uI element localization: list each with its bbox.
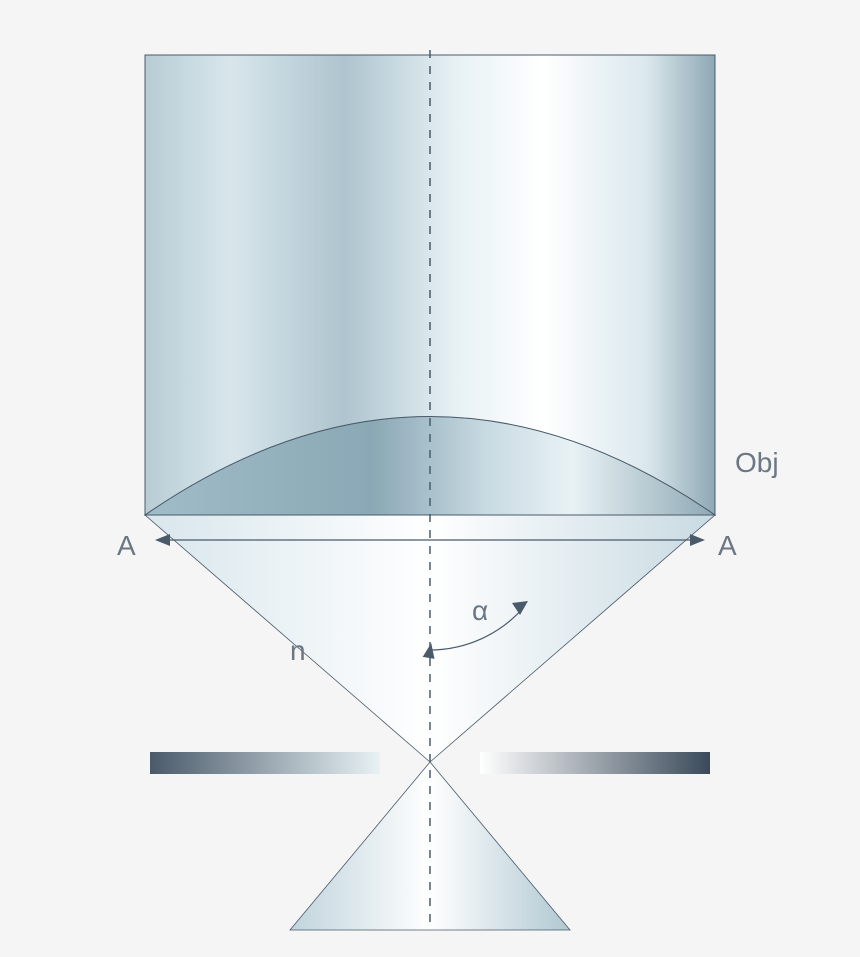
sample-plate-left	[150, 752, 380, 774]
half-angle-label: α	[472, 595, 488, 627]
aperture-label-right: A	[718, 530, 737, 562]
objective-label: Obj	[735, 447, 779, 479]
sample-plate-right	[480, 752, 710, 774]
numerical-aperture-diagram	[0, 0, 860, 957]
refractive-index-label: n	[290, 635, 306, 667]
aperture-label-left: A	[117, 530, 136, 562]
